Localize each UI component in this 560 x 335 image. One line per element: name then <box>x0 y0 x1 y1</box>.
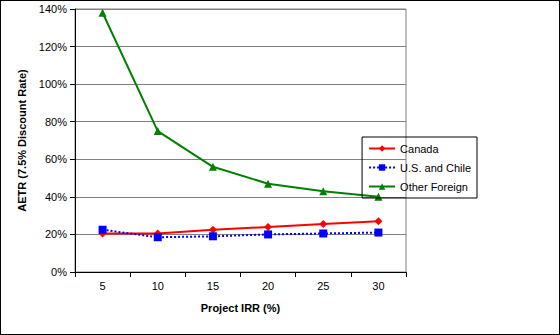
svg-text:5: 5 <box>100 280 106 292</box>
svg-text:AETR (7.5% Discount Rate): AETR (7.5% Discount Rate) <box>16 69 28 212</box>
svg-text:120%: 120% <box>39 41 67 53</box>
svg-text:15: 15 <box>207 280 219 292</box>
svg-text:Canada: Canada <box>400 143 439 155</box>
svg-text:30: 30 <box>372 280 384 292</box>
svg-text:0%: 0% <box>51 266 67 278</box>
svg-text:100%: 100% <box>39 78 67 90</box>
svg-text:Project IRR (%): Project IRR (%) <box>201 302 281 314</box>
svg-text:10: 10 <box>152 280 164 292</box>
svg-text:U.S. and Chile: U.S. and Chile <box>400 162 471 174</box>
svg-text:60%: 60% <box>45 153 67 165</box>
svg-text:20: 20 <box>262 280 274 292</box>
svg-text:140%: 140% <box>39 3 67 15</box>
svg-text:25: 25 <box>317 280 329 292</box>
svg-text:40%: 40% <box>45 191 67 203</box>
svg-text:80%: 80% <box>45 116 67 128</box>
svg-text:20%: 20% <box>45 228 67 240</box>
svg-text:Other Foreign: Other Foreign <box>400 181 468 193</box>
